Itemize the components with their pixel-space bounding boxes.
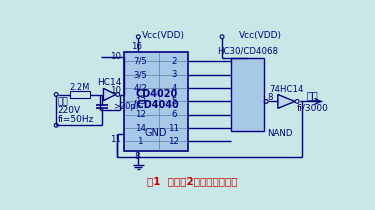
Text: 6: 6 [171,110,177,119]
Text: CD4020: CD4020 [135,89,177,98]
Text: 3/5: 3/5 [134,70,147,79]
Bar [124,52,188,151]
Text: fi=50Hz: fi=50Hz [58,115,94,124]
Text: 11: 11 [168,124,180,133]
Text: >20pF: >20pF [113,102,141,111]
Text: 74HC14: 74HC14 [269,85,304,94]
Text: 输入: 输入 [58,98,69,107]
Text: 图1  用多级2进计数器的分频: 图1 用多级2进计数器的分频 [147,177,237,186]
Text: 3: 3 [171,70,177,79]
Text: Vcc(VDD): Vcc(VDD) [142,31,184,40]
Text: 4/2: 4/2 [134,84,147,93]
Polygon shape [104,88,116,101]
Text: 13: 13 [135,97,146,106]
Text: 8: 8 [134,152,140,161]
Text: 2.2M: 2.2M [70,83,90,92]
Text: 2: 2 [171,57,177,66]
Text: 7/5: 7/5 [134,57,147,66]
Text: Vcc(VDD): Vcc(VDD) [239,31,282,40]
Text: HC14: HC14 [98,79,122,87]
Bar [70,91,90,98]
Text: 4: 4 [171,84,177,93]
Text: 10: 10 [110,86,121,95]
Text: HC30/CD4068: HC30/CD4068 [217,47,278,56]
Text: fi/3000: fi/3000 [297,104,328,113]
Bar [231,58,264,131]
Text: 220V: 220V [58,106,81,115]
Text: GND: GND [145,128,167,138]
Polygon shape [278,94,295,108]
Text: 11: 11 [110,135,121,144]
Text: 输出: 输出 [307,90,319,100]
Text: /CD4040: /CD4040 [133,100,179,110]
Text: 14: 14 [135,124,146,133]
Text: 1: 1 [138,137,143,146]
Text: 10: 10 [110,52,121,61]
Text: NAND: NAND [267,129,292,138]
Text: 8: 8 [267,93,273,102]
Text: 12: 12 [168,137,180,146]
Text: 16: 16 [131,42,142,51]
Text: 12: 12 [135,110,146,119]
Text: 5: 5 [171,97,177,106]
